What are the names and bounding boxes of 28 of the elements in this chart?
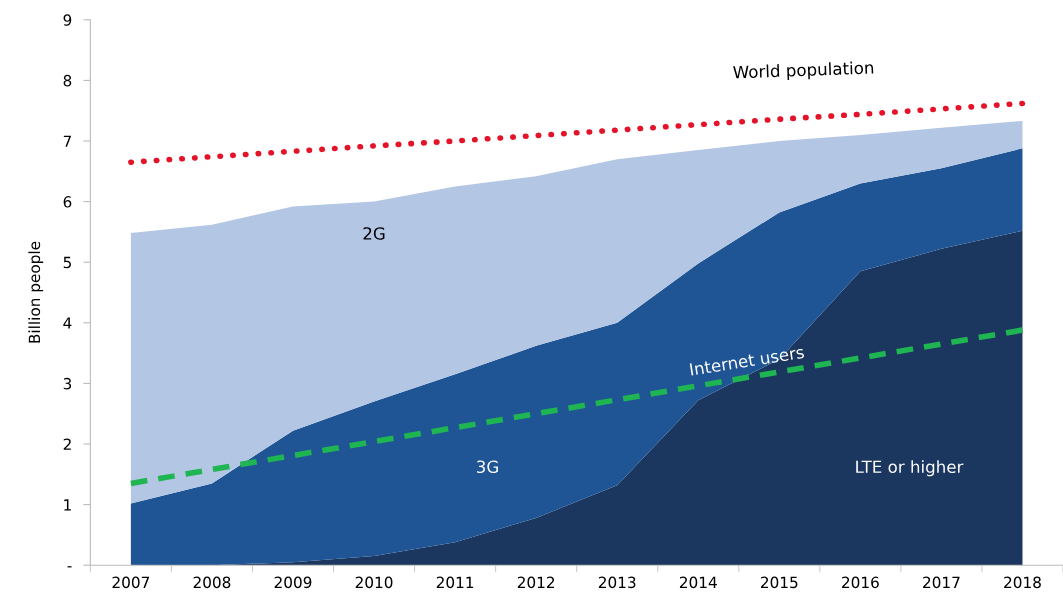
x-tick-label: 2014: [679, 576, 717, 589]
y-tick-label: 2: [63, 438, 71, 450]
series-label: LTE or higher: [856, 460, 964, 477]
x-tick-label: 2013: [598, 576, 636, 589]
x-tick-label: 2018: [1004, 576, 1041, 589]
x-tick-label: 2017: [923, 576, 960, 589]
series-label: 3G: [477, 460, 498, 474]
x-tick-label: 2015: [760, 576, 798, 589]
y-tick-label: 6: [63, 196, 72, 208]
x-tick-label: 2012: [517, 576, 555, 589]
y-axis-title: Billion people: [28, 241, 44, 343]
y-tick-label: 7: [63, 135, 71, 147]
x-tick-label: 2016: [842, 576, 879, 589]
text: Internet users: [689, 345, 805, 376]
y-tick-label: 5: [63, 256, 71, 269]
y-tick-label: 4: [63, 317, 72, 329]
x-tick-label: 2011: [436, 576, 474, 589]
y-tick-label: -: [67, 566, 72, 568]
x-tick-label: 2009: [274, 576, 312, 589]
y-tick-label: 3: [63, 377, 72, 390]
x-tick-label: 2007: [112, 576, 150, 589]
text: World population: [733, 60, 874, 82]
y-tick-label: 8: [63, 74, 72, 87]
series-label: 2G: [363, 227, 385, 240]
x-tick-label: 2010: [355, 576, 393, 589]
x-tick-label: 2008: [193, 576, 231, 589]
y-tick-label: 1: [64, 499, 71, 511]
y-tick-label: 9: [63, 14, 72, 26]
